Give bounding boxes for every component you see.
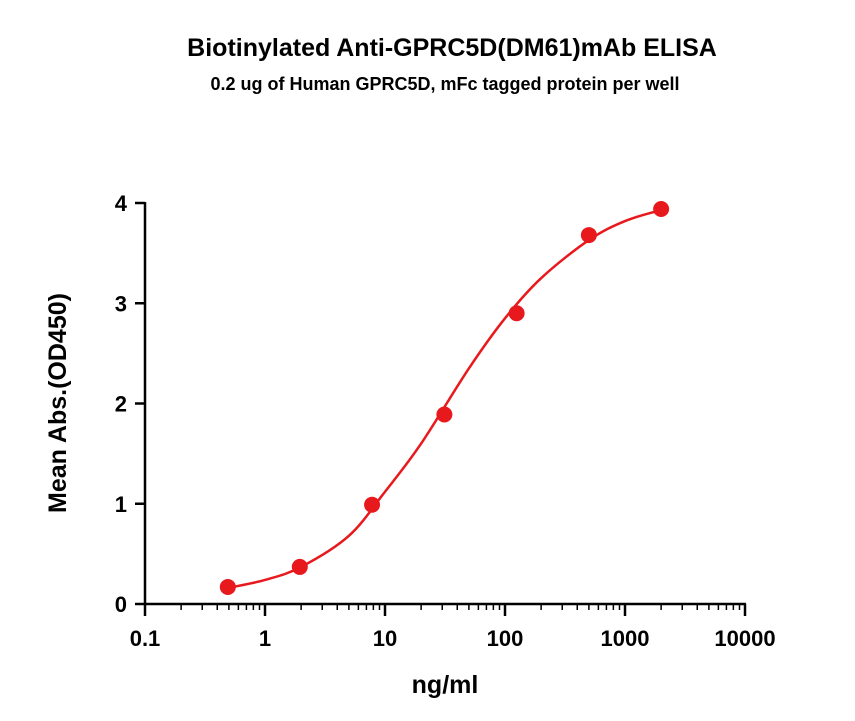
x-tick-label: 10000 (714, 626, 775, 651)
chart-subtitle: 0.2 ug of Human GPRC5D, mFc tagged prote… (210, 74, 679, 94)
x-tick-label: 0.1 (130, 626, 161, 651)
data-point (364, 496, 381, 513)
x-axis-label: ng/ml (412, 671, 479, 699)
fit-curve (227, 208, 662, 590)
data-point (508, 305, 525, 322)
x-tick-label: 10 (373, 626, 397, 651)
data-point (291, 558, 308, 575)
x-tick-label: 1 (259, 626, 271, 651)
data-point (580, 227, 597, 244)
y-tick-label: 0 (115, 592, 127, 617)
data-point (653, 201, 670, 218)
chart-title: Biotinylated Anti-GPRC5D(DM61)mAb ELISA (187, 34, 717, 62)
data-point (436, 406, 453, 423)
y-tick-label: 1 (115, 492, 127, 517)
y-axis-label: Mean Abs.(OD450) (44, 293, 72, 513)
x-tick-label: 1000 (601, 626, 650, 651)
y-tick-label: 3 (115, 291, 127, 316)
data-point (219, 578, 236, 595)
y-tick-label: 4 (115, 191, 128, 216)
y-tick-label: 2 (115, 392, 127, 417)
x-tick-label: 100 (487, 626, 524, 651)
